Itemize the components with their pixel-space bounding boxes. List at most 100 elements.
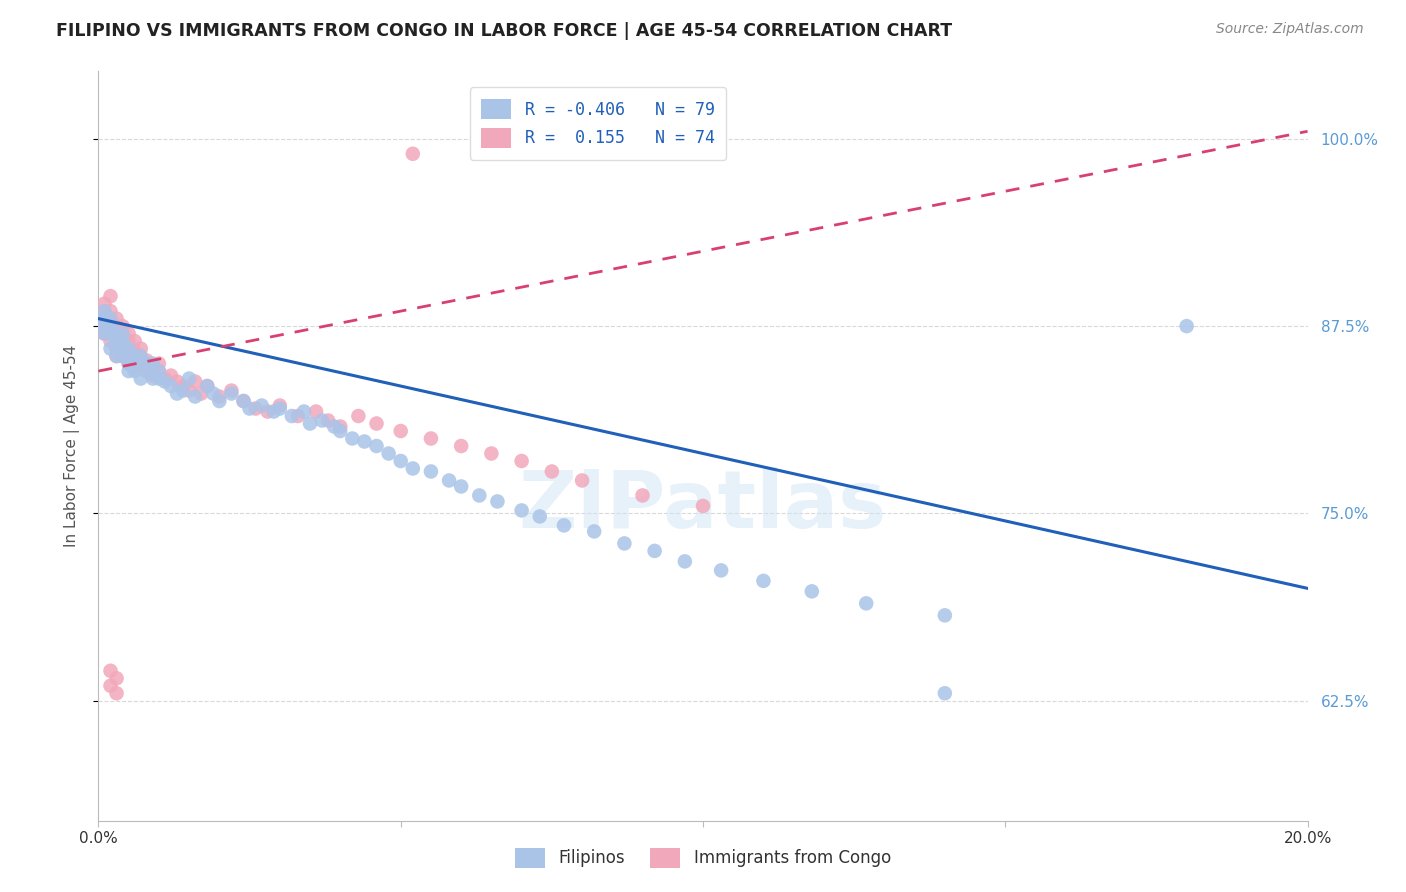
Point — [100, 326, 122, 341]
Point — [135, 353, 157, 368]
Point — [142, 357, 165, 371]
Point — [195, 379, 218, 393]
Point — [153, 375, 176, 389]
Point — [389, 424, 412, 438]
Point — [129, 349, 152, 363]
Point — [93, 326, 115, 341]
Point — [245, 401, 267, 416]
Point — [481, 446, 503, 460]
Point — [100, 289, 122, 303]
Point — [118, 334, 141, 348]
Point — [195, 379, 218, 393]
Point — [299, 417, 322, 431]
Point — [118, 357, 141, 371]
Point — [148, 357, 170, 371]
Point — [366, 417, 388, 431]
Point — [105, 342, 128, 356]
Point — [111, 334, 134, 348]
Point — [124, 349, 146, 363]
Point — [420, 465, 443, 479]
Point — [100, 664, 122, 678]
Point — [148, 364, 170, 378]
Point — [111, 319, 134, 334]
Point — [105, 686, 128, 700]
Point — [353, 434, 375, 449]
Point — [179, 371, 201, 385]
Point — [644, 544, 666, 558]
Point — [93, 311, 115, 326]
Text: FILIPINO VS IMMIGRANTS FROM CONGO IN LABOR FORCE | AGE 45-54 CORRELATION CHART: FILIPINO VS IMMIGRANTS FROM CONGO IN LAB… — [56, 22, 952, 40]
Point — [710, 563, 733, 577]
Point — [202, 386, 225, 401]
Point — [118, 357, 141, 371]
Point — [1175, 319, 1198, 334]
Point — [142, 359, 165, 374]
Point — [263, 404, 285, 418]
Point — [269, 401, 291, 416]
Point — [93, 326, 115, 341]
Point — [190, 386, 212, 401]
Point — [316, 413, 339, 427]
Legend: Filipinos, Immigrants from Congo: Filipinos, Immigrants from Congo — [509, 841, 897, 875]
Point — [673, 554, 696, 568]
Point — [934, 608, 956, 623]
Point — [172, 384, 194, 398]
Point — [232, 394, 254, 409]
Point — [153, 371, 176, 385]
Point — [377, 446, 399, 460]
Point — [100, 319, 122, 334]
Point — [613, 536, 636, 550]
Point — [208, 390, 231, 404]
Point — [752, 574, 775, 588]
Point — [553, 518, 575, 533]
Point — [269, 399, 291, 413]
Point — [124, 359, 146, 374]
Point — [100, 304, 122, 318]
Point — [160, 379, 183, 393]
Point — [124, 344, 146, 359]
Point — [93, 296, 115, 310]
Point — [510, 503, 533, 517]
Point — [118, 349, 141, 363]
Point — [287, 409, 309, 423]
Point — [118, 342, 141, 356]
Point — [100, 326, 122, 341]
Point — [323, 419, 346, 434]
Point — [93, 319, 115, 334]
Point — [692, 499, 714, 513]
Point — [540, 465, 562, 479]
Point — [100, 679, 122, 693]
Point — [111, 342, 134, 356]
Point — [437, 474, 460, 488]
Point — [111, 334, 134, 348]
Point — [105, 349, 128, 363]
Point — [111, 349, 134, 363]
Point — [631, 488, 654, 502]
Point — [105, 334, 128, 348]
Point — [934, 686, 956, 700]
Point — [100, 311, 122, 326]
Point — [105, 334, 128, 348]
Point — [105, 349, 128, 363]
Point — [486, 494, 509, 508]
Point — [420, 432, 443, 446]
Point — [135, 364, 157, 378]
Point — [221, 384, 243, 398]
Point — [124, 357, 146, 371]
Point — [111, 349, 134, 363]
Point — [311, 413, 333, 427]
Point — [93, 319, 115, 334]
Point — [450, 479, 472, 493]
Point — [342, 432, 364, 446]
Point — [329, 419, 352, 434]
Point — [583, 524, 606, 539]
Point — [250, 399, 273, 413]
Point — [129, 359, 152, 374]
Point — [118, 342, 141, 356]
Point — [571, 474, 593, 488]
Point — [118, 364, 141, 378]
Point — [100, 311, 122, 326]
Point — [450, 439, 472, 453]
Point — [160, 368, 183, 383]
Legend: R = -0.406   N = 79, R =  0.155   N = 74: R = -0.406 N = 79, R = 0.155 N = 74 — [470, 87, 725, 160]
